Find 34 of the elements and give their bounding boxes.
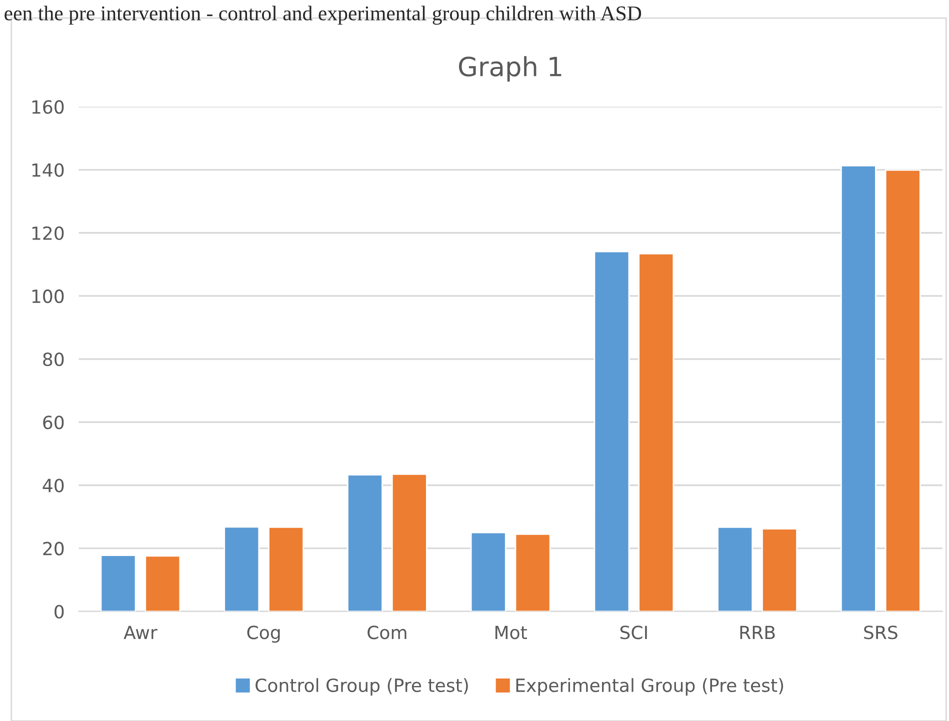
- y-tick-label: 120: [32, 226, 64, 240]
- bar: [391, 474, 428, 612]
- x-tick-label: Mot: [495, 626, 527, 640]
- bar: [638, 253, 674, 612]
- x-tick-label: SRS: [864, 626, 898, 640]
- bar: [717, 526, 754, 612]
- bar: [514, 533, 551, 612]
- y-tick-label: 60: [43, 416, 64, 430]
- y-tick-label: 80: [43, 352, 64, 366]
- text: een the pre intervention - control and experimental group children with ASD: [4, 6, 642, 25]
- y-tick-label: 0: [54, 604, 64, 619]
- bar: [884, 169, 921, 612]
- y-tick-label: 40: [42, 478, 64, 492]
- legend-label: Control Group (Pre test): [256, 678, 468, 696]
- bar: [268, 526, 304, 612]
- x-tick-label: Com: [368, 626, 406, 640]
- x-tick-label: SCI: [620, 626, 647, 640]
- legend-label: Experimental Group (Pre test): [516, 678, 784, 696]
- x-tick-label: RRB: [740, 626, 775, 640]
- bar: [594, 250, 630, 612]
- chart-title: Graph 1: [458, 56, 562, 82]
- bar: [840, 165, 876, 612]
- y-tick-label: 20: [43, 542, 64, 556]
- y-tick-label: 140: [32, 163, 64, 177]
- y-tick-label: 100: [32, 289, 64, 304]
- x-tick-label: Awr: [124, 626, 158, 640]
- bar: [144, 555, 181, 612]
- x-tick-label: Cog: [247, 626, 280, 643]
- bar: [470, 532, 506, 612]
- bar: [762, 528, 798, 612]
- bar: [224, 526, 260, 612]
- bar: [100, 554, 136, 612]
- y-tick-label: 160: [32, 100, 64, 114]
- bar: [347, 474, 383, 612]
